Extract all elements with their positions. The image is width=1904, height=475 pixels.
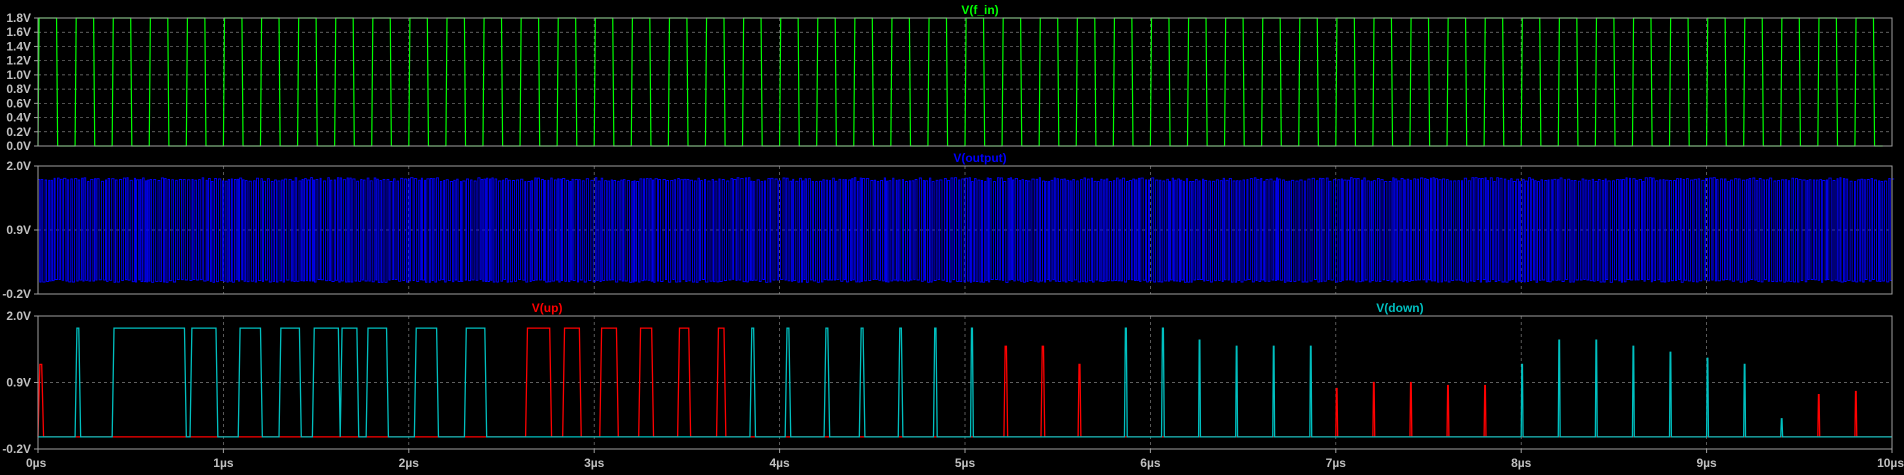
y-tick-label: -0.2V: [2, 287, 31, 301]
x-tick-label: 8µs: [1511, 456, 1532, 470]
y-tick-label: 0.4V: [6, 111, 31, 125]
x-tick-label: 6µs: [1140, 456, 1161, 470]
x-tick-label: 3µs: [584, 456, 605, 470]
panel-1: 1.8V1.6V1.4V1.2V1.0V0.8V0.6V0.4V0.2V0.0V…: [6, 3, 1892, 153]
y-tick-label: 1.0V: [6, 68, 31, 82]
y-tick-label: 1.2V: [6, 54, 31, 68]
x-tick-label: 1µs: [213, 456, 234, 470]
y-tick-label: 2.0V: [6, 159, 31, 173]
legend-label: V(up): [532, 301, 563, 315]
y-tick-label: 0.6V: [6, 96, 31, 110]
x-tick-label: 9µs: [1696, 456, 1717, 470]
x-tick-label: 0µs: [26, 456, 47, 470]
y-tick-label: -0.2V: [2, 442, 31, 456]
y-tick-label: 1.4V: [6, 39, 31, 53]
y-tick-label: 0.9V: [6, 376, 31, 390]
y-tick-label: 0.0V: [6, 139, 31, 153]
y-tick-label: 0.9V: [6, 223, 31, 237]
y-tick-label: 0.8V: [6, 82, 31, 96]
y-tick-label: 2.0V: [6, 309, 31, 323]
x-tick-label: 7µs: [1326, 456, 1347, 470]
y-tick-label: 0.2V: [6, 125, 31, 139]
x-tick-label: 5µs: [955, 456, 976, 470]
panel-title: V(f_in): [961, 3, 998, 17]
x-tick-label: 2µs: [399, 456, 420, 470]
trace-output: [38, 178, 1894, 283]
panel-title: V(output): [953, 151, 1006, 165]
x-tick-label: 4µs: [769, 456, 790, 470]
trace-f-in: [38, 18, 1883, 146]
y-tick-label: 1.8V: [6, 11, 31, 25]
legend-label: V(down): [1376, 301, 1423, 315]
y-tick-label: 1.6V: [6, 25, 31, 39]
panel-2: 2.0V 0.9V -0.2V V(output): [2, 151, 1894, 301]
x-tick-label: 10µs: [1877, 456, 1904, 470]
